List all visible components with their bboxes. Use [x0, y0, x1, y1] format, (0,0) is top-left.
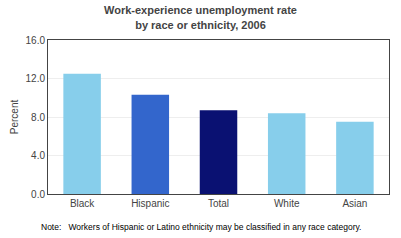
svg-text:Hispanic: Hispanic	[131, 198, 169, 209]
svg-text:Note: Workers of Hispanic or: Note: Workers of Hispanic or Latino ethn…	[41, 222, 361, 232]
svg-text:Work-experience unemployment r: Work-experience unemployment rateby race…	[104, 4, 297, 30]
svg-text:0.0: 0.0	[31, 189, 45, 200]
svg-text:Total: Total	[208, 198, 229, 209]
svg-text:White: White	[274, 198, 300, 209]
svg-text:8.0: 8.0	[31, 112, 45, 123]
svg-text:Asian: Asian	[342, 198, 367, 209]
svg-text:4.0: 4.0	[31, 150, 45, 161]
svg-text:12.0: 12.0	[26, 73, 46, 84]
svg-text:16.0: 16.0	[26, 35, 46, 46]
svg-text:Percent: Percent	[9, 100, 20, 135]
svg-text:Black: Black	[70, 198, 95, 209]
